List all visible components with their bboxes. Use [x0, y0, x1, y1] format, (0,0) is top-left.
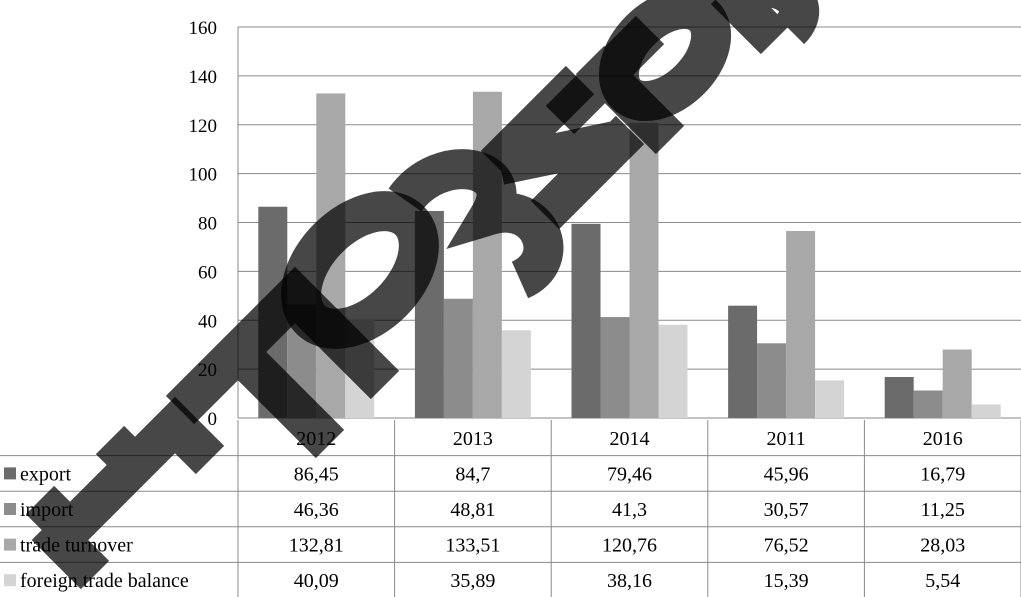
- data-label: 79,46: [607, 463, 652, 485]
- bar-foreign-trade-balance-2016: [971, 404, 1001, 418]
- data-label: 16,79: [920, 463, 965, 485]
- bar-trade-turnover-2014: [629, 122, 659, 418]
- category-label: 2014: [610, 428, 650, 450]
- legend-swatch: [4, 538, 16, 551]
- data-table: 2012 2013 2014 2011 2016 export 86,45 84,7 79,46…: [0, 420, 1021, 597]
- bar-import-2014: [600, 317, 630, 418]
- y-axis-ticks: 0 20 40 60 80 100 120 140 160: [189, 18, 218, 430]
- data-label: 76,52: [764, 535, 809, 557]
- bar-trade-turnover-2016: [942, 349, 972, 418]
- bar-export-2013: [414, 211, 444, 418]
- bar-foreign-trade-balance-2012: [345, 320, 375, 418]
- data-label: 40,09: [294, 570, 339, 592]
- y-tick-label: 160: [189, 18, 218, 39]
- category-label: 2011: [766, 428, 805, 450]
- bar-foreign-trade-balance-2013: [501, 330, 531, 418]
- data-label: 84,7: [455, 463, 490, 485]
- bar-export-2014: [571, 223, 601, 418]
- bar-foreign-trade-balance-2011: [815, 380, 845, 418]
- bar-export-2012: [258, 206, 288, 418]
- y-tick-label: 80: [198, 214, 217, 235]
- y-tick-label: 140: [189, 67, 218, 88]
- category-label: 2012: [296, 428, 336, 450]
- data-label: 30,57: [764, 499, 809, 521]
- data-label: 11,25: [921, 499, 965, 521]
- legend-swatch: [4, 467, 16, 480]
- bar-import-2011: [757, 343, 787, 418]
- data-label: 41,3: [612, 499, 647, 521]
- legend-label: trade turnover: [20, 535, 133, 557]
- y-tick-label: 20: [198, 360, 217, 381]
- y-tick-label: 60: [198, 262, 217, 283]
- data-label: 133,51: [445, 535, 500, 557]
- y-tick-label: 100: [189, 165, 218, 186]
- y-tick-label: 0: [208, 409, 218, 430]
- legend-swatch: [4, 503, 16, 515]
- bar-foreign-trade-balance-2014: [658, 324, 688, 418]
- bar-trade-turnover-2012: [316, 93, 346, 419]
- data-label: 132,81: [289, 535, 344, 557]
- legend-swatch: [4, 574, 16, 587]
- category-label: 2013: [453, 428, 493, 450]
- category-label: 2016: [923, 428, 963, 450]
- bar-export-2011: [728, 305, 758, 418]
- bar-import-2016: [913, 390, 943, 418]
- data-label: 48,81: [450, 499, 495, 521]
- data-label: 86,45: [294, 463, 339, 485]
- data-label: 35,89: [450, 570, 495, 592]
- bar-import-2012: [287, 304, 317, 418]
- bar-trade-turnover-2013: [472, 91, 502, 419]
- bar-export-2016: [884, 376, 914, 418]
- legend-label: import: [20, 499, 74, 521]
- legend-label: foreign trade balance: [20, 570, 189, 592]
- data-label: 46,36: [294, 499, 339, 521]
- bar-trade-turnover-2011: [786, 231, 816, 418]
- data-label: 28,03: [920, 535, 965, 557]
- data-label: 45,96: [764, 463, 809, 485]
- bar-import-2013: [443, 298, 473, 418]
- data-label: 120,76: [602, 535, 657, 557]
- data-label: 38,16: [607, 570, 652, 592]
- data-label: 5,54: [925, 570, 960, 592]
- legend-label: export: [20, 463, 72, 485]
- y-tick-label: 120: [189, 116, 218, 137]
- y-tick-label: 40: [198, 311, 217, 332]
- data-label: 15,39: [764, 570, 809, 592]
